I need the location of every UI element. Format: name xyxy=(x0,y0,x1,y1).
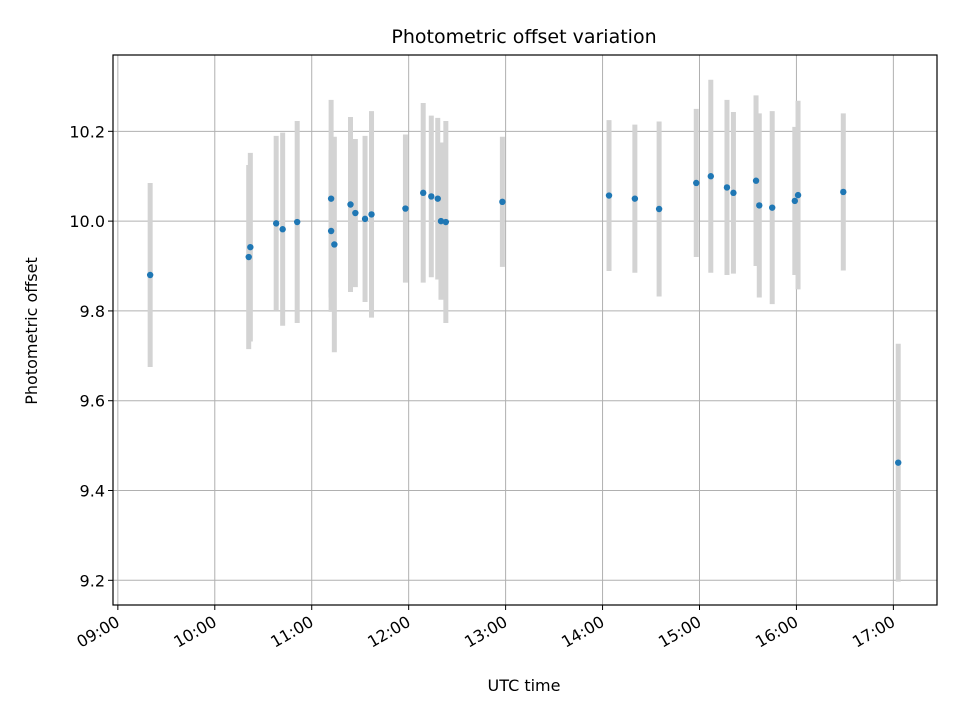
data-point xyxy=(631,195,639,202)
data-point xyxy=(730,189,737,197)
data-point xyxy=(245,253,252,261)
data-point xyxy=(791,197,799,205)
y-axis-label: Photometric offset xyxy=(22,257,41,405)
data-point xyxy=(655,205,663,213)
data-point xyxy=(707,173,715,180)
data-point xyxy=(331,241,338,248)
data-point xyxy=(840,188,847,196)
y-tick-label: 9.4 xyxy=(80,482,105,501)
data-point xyxy=(279,226,286,233)
data-point xyxy=(368,211,375,218)
data-point xyxy=(420,189,427,197)
data-point xyxy=(756,202,763,209)
chart-title: Photometric offset variation xyxy=(391,26,656,48)
y-tick-label: 9.8 xyxy=(80,302,105,321)
data-point xyxy=(437,217,445,225)
data-point xyxy=(327,195,335,202)
y-tick-label: 10.0 xyxy=(69,212,105,231)
data-point xyxy=(146,271,154,279)
data-point xyxy=(347,201,354,208)
data-point xyxy=(402,205,409,212)
data-point xyxy=(769,204,776,211)
plot-frame xyxy=(112,54,938,606)
data-point xyxy=(693,179,700,187)
data-point xyxy=(752,177,760,184)
data-point xyxy=(605,192,613,199)
data-point xyxy=(361,215,369,223)
data-point xyxy=(327,227,335,235)
data-points xyxy=(146,173,902,466)
data-point xyxy=(272,220,280,227)
y-tick-label: 10.2 xyxy=(69,122,105,141)
data-point xyxy=(293,218,301,226)
data-point xyxy=(442,218,450,226)
data-point xyxy=(352,209,359,217)
data-point xyxy=(499,198,506,206)
y-tick-label: 9.2 xyxy=(80,571,105,590)
data-point xyxy=(428,193,435,200)
data-point xyxy=(434,195,441,202)
y-tick-label: 9.6 xyxy=(80,392,105,411)
data-point xyxy=(794,191,802,199)
x-axis-label: UTC time xyxy=(488,676,561,695)
data-point xyxy=(895,459,902,466)
data-point xyxy=(247,243,254,251)
data-point xyxy=(723,184,731,191)
